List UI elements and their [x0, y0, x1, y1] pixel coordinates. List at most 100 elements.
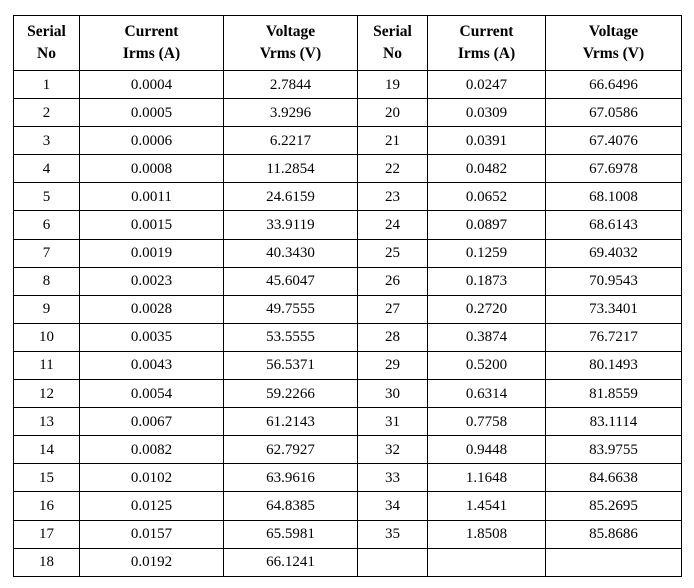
cell-voltage-vrms: 76.7217: [545, 322, 682, 352]
cell-current-irms: 0.0309: [427, 98, 546, 128]
cell-voltage-vrms: 2.7844: [223, 69, 358, 100]
cell-serial-no: 10: [13, 322, 80, 352]
table-row: 15 0.0102 63.9616 33 1.1648 84.6638: [13, 463, 682, 493]
table-row: 5 0.0011 24.6159 23 0.0652 68.1008: [13, 182, 682, 212]
cell-serial-no: 8: [13, 266, 80, 296]
cell-serial-no: 12: [13, 379, 80, 409]
cell-serial-no: 15: [13, 463, 80, 493]
cell-serial-no: 29: [357, 350, 428, 381]
table-row: 11 0.0043 56.5371 29 0.5200 80.1493: [13, 350, 682, 381]
header-serial-no: Serial No: [357, 15, 428, 71]
cell-current-irms: 0.0652: [427, 182, 546, 212]
cell-current-irms: 0.0004: [79, 69, 224, 100]
table-row: 4 0.0008 11.2854 22 0.0482 67.6978: [13, 154, 682, 184]
cell-serial-no: 11: [13, 350, 80, 381]
cell-voltage-vrms: 24.6159: [223, 182, 358, 212]
cell-voltage-vrms: 68.1008: [545, 182, 682, 212]
cell-voltage-vrms: 83.9755: [545, 435, 682, 465]
header-text: No: [37, 45, 56, 62]
table-row: 18 0.0192 66.1241: [13, 547, 682, 577]
cell-voltage-vrms: 85.2695: [545, 491, 682, 521]
cell-current-irms: 1.4541: [427, 491, 546, 521]
cell-serial-no: 6: [13, 210, 80, 240]
cell-voltage-vrms: 66.1241: [223, 547, 358, 577]
cell-current-irms: 0.0082: [79, 435, 224, 465]
cell-current-irms: 0.6314: [427, 379, 546, 409]
cell-voltage-vrms: 64.8385: [223, 491, 358, 521]
cell-serial-no: 17: [13, 519, 80, 549]
cell-voltage-vrms: 68.6143: [545, 210, 682, 240]
cell-current-irms: 1.1648: [427, 463, 546, 493]
cell-current-irms: 0.0015: [79, 210, 224, 240]
cell-current-irms: 0.0247: [427, 69, 546, 100]
cell-current-irms: 0.0391: [427, 126, 546, 156]
cell-serial-no: 27: [357, 294, 428, 324]
cell-serial-no: 35: [357, 519, 428, 549]
table-row: 3 0.0006 6.2217 21 0.0391 67.4076: [13, 126, 682, 156]
cell-serial-no: 2: [13, 98, 80, 128]
cell-voltage-vrms: 73.3401: [545, 294, 682, 324]
header-text: No: [383, 45, 402, 62]
table-row: 1 0.0004 2.7844 19 0.0247 66.6496: [13, 69, 682, 100]
cell-voltage-vrms: 67.0586: [545, 98, 682, 128]
cell-voltage-vrms: 67.6978: [545, 154, 682, 184]
cell-current-irms: 0.1259: [427, 238, 546, 268]
cell-voltage-vrms: 40.3430: [223, 238, 358, 268]
cell-serial-no: 13: [13, 407, 80, 437]
cell-current-irms: 0.0023: [79, 266, 224, 296]
cell-serial-no: 3: [13, 126, 80, 156]
cell-current-irms: 0.0019: [79, 238, 224, 268]
cell-serial-no: 16: [13, 491, 80, 521]
header-text: Current: [124, 23, 179, 40]
cell-voltage-vrms: 63.9616: [223, 463, 358, 493]
cell-voltage-vrms: 65.5981: [223, 519, 358, 549]
cell-serial-no: 33: [357, 463, 428, 493]
cell-voltage-vrms: [545, 547, 682, 577]
cell-voltage-vrms: 61.2143: [223, 407, 358, 437]
cell-serial-no: 30: [357, 379, 428, 409]
cell-serial-no: 23: [357, 182, 428, 212]
cell-serial-no: 34: [357, 491, 428, 521]
table-row: 10 0.0035 53.5555 28 0.3874 76.7217: [13, 322, 682, 352]
header-current-irms: Current Irms (A): [427, 15, 546, 71]
cell-current-irms: 0.0008: [79, 154, 224, 184]
cell-voltage-vrms: 81.8559: [545, 379, 682, 409]
cell-current-irms: 0.3874: [427, 322, 546, 352]
cell-current-irms: 0.0157: [79, 519, 224, 549]
cell-current-irms: 0.1873: [427, 266, 546, 296]
header-text: Irms (A): [457, 45, 516, 62]
table-body: 1 0.0004 2.7844 19 0.0247 66.6496 2 0.0005 3.929…: [13, 69, 682, 577]
header-voltage-vrms: Voltage Vrms (V): [545, 15, 682, 71]
header-voltage-vrms: Voltage Vrms (V): [223, 15, 358, 71]
cell-voltage-vrms: 49.7555: [223, 294, 358, 324]
cell-serial-no: [357, 547, 428, 577]
header-serial-no: Serial No: [13, 15, 80, 71]
cell-current-irms: 0.0102: [79, 463, 224, 493]
cell-voltage-vrms: 80.1493: [545, 350, 682, 381]
cell-current-irms: 0.0035: [79, 322, 224, 352]
cell-current-irms: 0.5200: [427, 350, 546, 381]
table-row: 12 0.0054 59.2266 30 0.6314 81.8559: [13, 379, 682, 409]
cell-current-irms: 0.0192: [79, 547, 224, 577]
cell-serial-no: 32: [357, 435, 428, 465]
cell-current-irms: 0.0006: [79, 126, 224, 156]
cell-voltage-vrms: 66.6496: [545, 69, 682, 100]
cell-voltage-vrms: 53.5555: [223, 322, 358, 352]
header-row: Serial No Current Irms (A) Voltage Vrms (V) Se…: [13, 15, 682, 71]
table-row: 17 0.0157 65.5981 35 1.8508 85.8686: [13, 519, 682, 549]
cell-current-irms: [427, 547, 546, 577]
cell-serial-no: 7: [13, 238, 80, 268]
cell-current-irms: 0.0005: [79, 98, 224, 128]
table-row: 16 0.0125 64.8385 34 1.4541 85.2695: [13, 491, 682, 521]
cell-current-irms: 0.0067: [79, 407, 224, 437]
cell-serial-no: 24: [357, 210, 428, 240]
cell-voltage-vrms: 69.4032: [545, 238, 682, 268]
cell-voltage-vrms: 62.7927: [223, 435, 358, 465]
cell-serial-no: 4: [13, 154, 80, 184]
header-text: Current: [459, 23, 514, 40]
cell-current-irms: 0.0011: [79, 182, 224, 212]
table-row: 13 0.0067 61.2143 31 0.7758 83.1114: [13, 407, 682, 437]
cell-voltage-vrms: 3.9296: [223, 98, 358, 128]
cell-current-irms: 1.8508: [427, 519, 546, 549]
cell-serial-no: 5: [13, 182, 80, 212]
